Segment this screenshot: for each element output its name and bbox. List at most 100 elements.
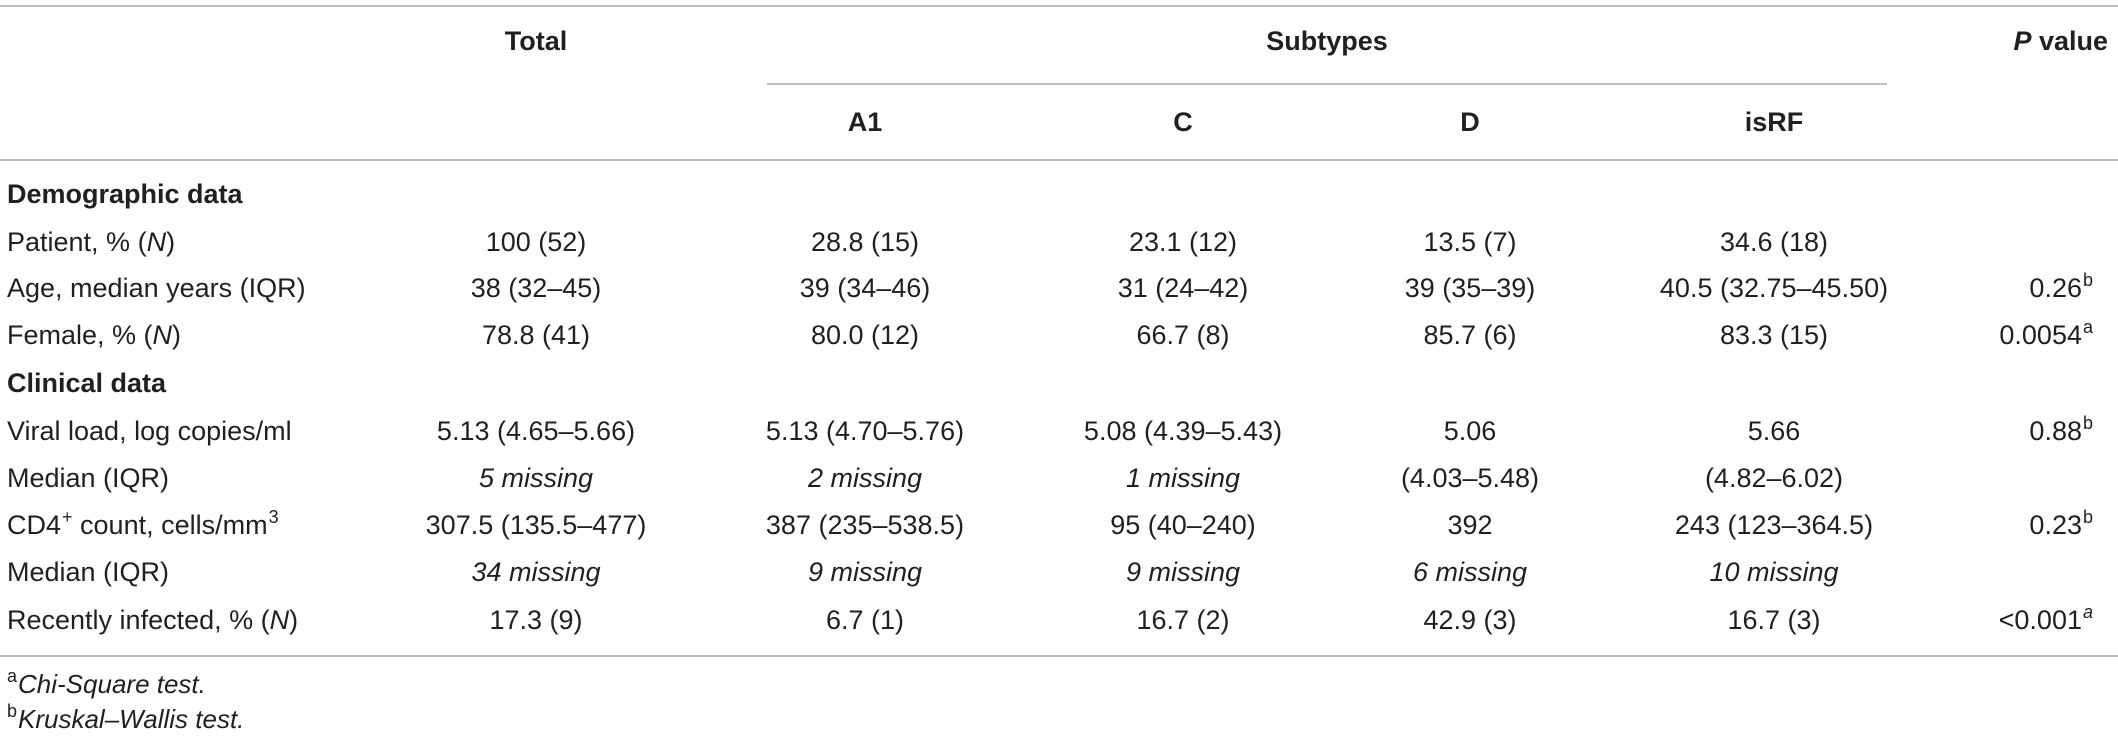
cell-c: 1 missing <box>1125 463 1241 493</box>
row-label: Age, median years (IQR) <box>7 273 306 303</box>
cell-a1: 6.7 (1) <box>825 605 905 635</box>
subtype-header-row: A1 C D isRF <box>0 102 2118 142</box>
cell-isrf: (4.82–6.02) <box>1704 463 1844 493</box>
row-label-text: Patient, % ( <box>7 227 147 257</box>
cell-a1: 39 (34–46) <box>799 273 931 303</box>
cell-p-value: 0.26b <box>2029 268 2093 308</box>
section-heading: Clinical data <box>7 368 167 398</box>
cell-total: 5.13 (4.65–5.66) <box>436 416 636 446</box>
row-label: Female, % (N) <box>7 315 181 355</box>
cell-d: 13.5 (7) <box>1423 227 1517 257</box>
row-label: Patient, % (N) <box>7 222 175 262</box>
header-subtypes: Subtypes <box>1266 26 1388 56</box>
section-heading: Demographic data <box>7 179 243 209</box>
row-label-superscript: + <box>62 507 73 527</box>
table-row-age: Age, median years (IQR) 38 (32–45) 39 (3… <box>0 268 2118 308</box>
header-p-value: P value <box>2013 21 2108 61</box>
cell-d: 5.06 <box>1443 416 1497 446</box>
table-row-recently-infected: Recently infected, % (N) 17.3 (9) 6.7 (1… <box>0 600 2118 640</box>
footnote-marker: a <box>2082 317 2093 337</box>
table-row-cd4-count: CD4+ count, cells/mm3 307.5 (135.5–477) … <box>0 505 2118 545</box>
cell-isrf: 34.6 (18) <box>1719 227 1829 257</box>
cell-a1: 2 missing <box>807 463 923 493</box>
header-isrf: isRF <box>1744 107 1804 137</box>
row-label-text: count, cells/mm <box>72 510 268 540</box>
cell-total: 307.5 (135.5–477) <box>425 510 647 540</box>
row-label: CD4+ count, cells/mm3 <box>7 505 279 545</box>
cell-p-value: <0.001a <box>1999 600 2093 640</box>
footnote-a: aChi-Square test. <box>7 666 206 700</box>
cell-isrf: 5.66 <box>1747 416 1801 446</box>
cell-a1: 28.8 (15) <box>810 227 920 257</box>
footnote-marker: a <box>2082 602 2093 622</box>
table-row-patient: Patient, % (N) 100 (52) 28.8 (15) 23.1 (… <box>0 222 2118 262</box>
cell-a1: 80.0 (12) <box>810 320 920 350</box>
cell-d: (4.03–5.48) <box>1400 463 1540 493</box>
cell-total: 34 missing <box>471 557 601 587</box>
header-a1: A1 <box>847 107 883 137</box>
footnote-marker: b <box>2082 270 2093 290</box>
footnote-text: Kruskal–Wallis test. <box>18 704 245 734</box>
cell-c: 66.7 (8) <box>1136 320 1230 350</box>
cell-total: 5 missing <box>478 463 594 493</box>
table-row-female: Female, % (N) 78.8 (41) 80.0 (12) 66.7 (… <box>0 315 2118 355</box>
footnote-mark: a <box>7 666 18 686</box>
row-label: Median (IQR) <box>7 463 170 493</box>
cell-total: 100 (52) <box>485 227 587 257</box>
row-label: Recently infected, % (N) <box>7 600 298 640</box>
row-label-italic: N <box>146 227 167 257</box>
p-value: 0.23 <box>2029 510 2082 540</box>
cell-isrf: 16.7 (3) <box>1727 605 1821 635</box>
cell-total: 78.8 (41) <box>481 320 591 350</box>
cell-total: 17.3 (9) <box>489 605 583 635</box>
top-rule <box>0 5 2118 7</box>
section-row-clinical: Clinical data <box>0 363 2118 403</box>
table-row-cd4-median: Median (IQR) 34 missing 9 missing 9 miss… <box>0 552 2118 592</box>
cell-c: 23.1 (12) <box>1128 227 1238 257</box>
cell-d: 39 (35–39) <box>1404 273 1536 303</box>
row-label-text: ) <box>172 320 182 350</box>
table-row-viral-load: Viral load, log copies/ml 5.13 (4.65–5.6… <box>0 411 2118 451</box>
cell-a1: 387 (235–538.5) <box>765 510 965 540</box>
header-p-value-italic: P <box>2013 26 2032 56</box>
row-label-text: ) <box>289 605 299 635</box>
header-d: D <box>1460 107 1480 137</box>
row-label-text: Female, % ( <box>7 320 153 350</box>
row-label-italic: N <box>269 605 290 635</box>
cell-isrf: 83.3 (15) <box>1719 320 1829 350</box>
p-value: <0.001 <box>1998 605 2082 635</box>
p-value: 0.26 <box>2029 273 2082 303</box>
p-value: 0.88 <box>2029 416 2082 446</box>
header-total: Total <box>504 26 568 56</box>
cell-d: 85.7 (6) <box>1423 320 1517 350</box>
cell-c: 31 (24–42) <box>1117 273 1249 303</box>
p-value: 0.0054 <box>1999 320 2082 350</box>
footnote-b: bKruskal–Wallis test. <box>7 701 245 735</box>
cell-a1: 5.13 (4.70–5.76) <box>765 416 965 446</box>
header-rule <box>0 159 2118 161</box>
cell-c: 9 missing <box>1125 557 1241 587</box>
cell-d: 42.9 (3) <box>1423 605 1517 635</box>
footnote-marker: b <box>2082 507 2093 527</box>
footnote-mark: b <box>7 701 18 721</box>
cell-p-value: 0.23b <box>2029 505 2093 545</box>
row-label-text: CD4 <box>7 510 62 540</box>
footnote-marker: b <box>2082 413 2093 433</box>
row-label-superscript: 3 <box>268 507 279 527</box>
row-label-text: ) <box>166 227 176 257</box>
cell-c: 16.7 (2) <box>1136 605 1230 635</box>
cell-total: 38 (32–45) <box>470 273 602 303</box>
cell-c: 5.08 (4.39–5.43) <box>1083 416 1283 446</box>
row-label-text: Recently infected, % ( <box>7 605 270 635</box>
cell-d: 6 missing <box>1412 557 1528 587</box>
row-label: Viral load, log copies/ml <box>7 416 292 446</box>
cell-a1: 9 missing <box>807 557 923 587</box>
header-c: C <box>1173 107 1193 137</box>
cell-isrf: 243 (123–364.5) <box>1674 510 1874 540</box>
cell-isrf: 10 missing <box>1709 557 1839 587</box>
cell-isrf: 40.5 (32.75–45.50) <box>1659 273 1889 303</box>
table-row-viral-load-median: Median (IQR) 5 missing 2 missing 1 missi… <box>0 458 2118 498</box>
subtypes-rule <box>767 83 1887 85</box>
bottom-rule <box>0 655 2118 657</box>
footnote-text: Chi-Square test. <box>18 669 206 699</box>
